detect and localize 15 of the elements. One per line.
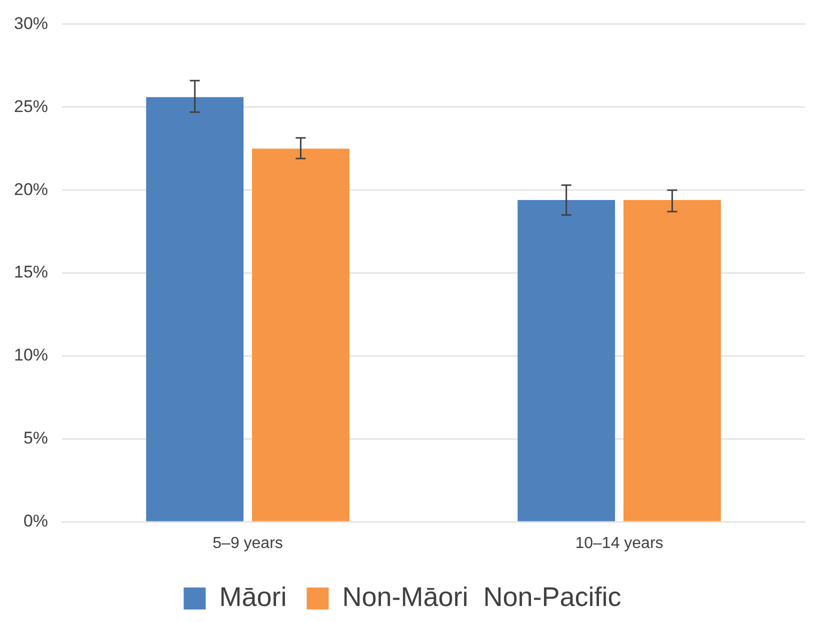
y-tick-label: 10% xyxy=(14,346,48,365)
y-tick-label: 20% xyxy=(14,180,48,199)
x-tick-label: 10–14 years xyxy=(575,534,664,552)
y-tick-label: 15% xyxy=(14,262,48,282)
y-tick-label: 30% xyxy=(14,14,48,33)
bar xyxy=(518,200,616,522)
y-tick-label: 5% xyxy=(23,428,48,448)
bar xyxy=(252,148,350,522)
bar xyxy=(146,97,244,522)
y-tick-label: 25% xyxy=(14,96,48,116)
legend-label: Māori xyxy=(219,582,287,612)
x-tick-label: 5–9 years xyxy=(212,534,283,552)
bar xyxy=(623,200,721,522)
y-tick-label: 0% xyxy=(23,511,48,530)
legend-label: Non-Māori Non-Pacific xyxy=(342,582,622,612)
